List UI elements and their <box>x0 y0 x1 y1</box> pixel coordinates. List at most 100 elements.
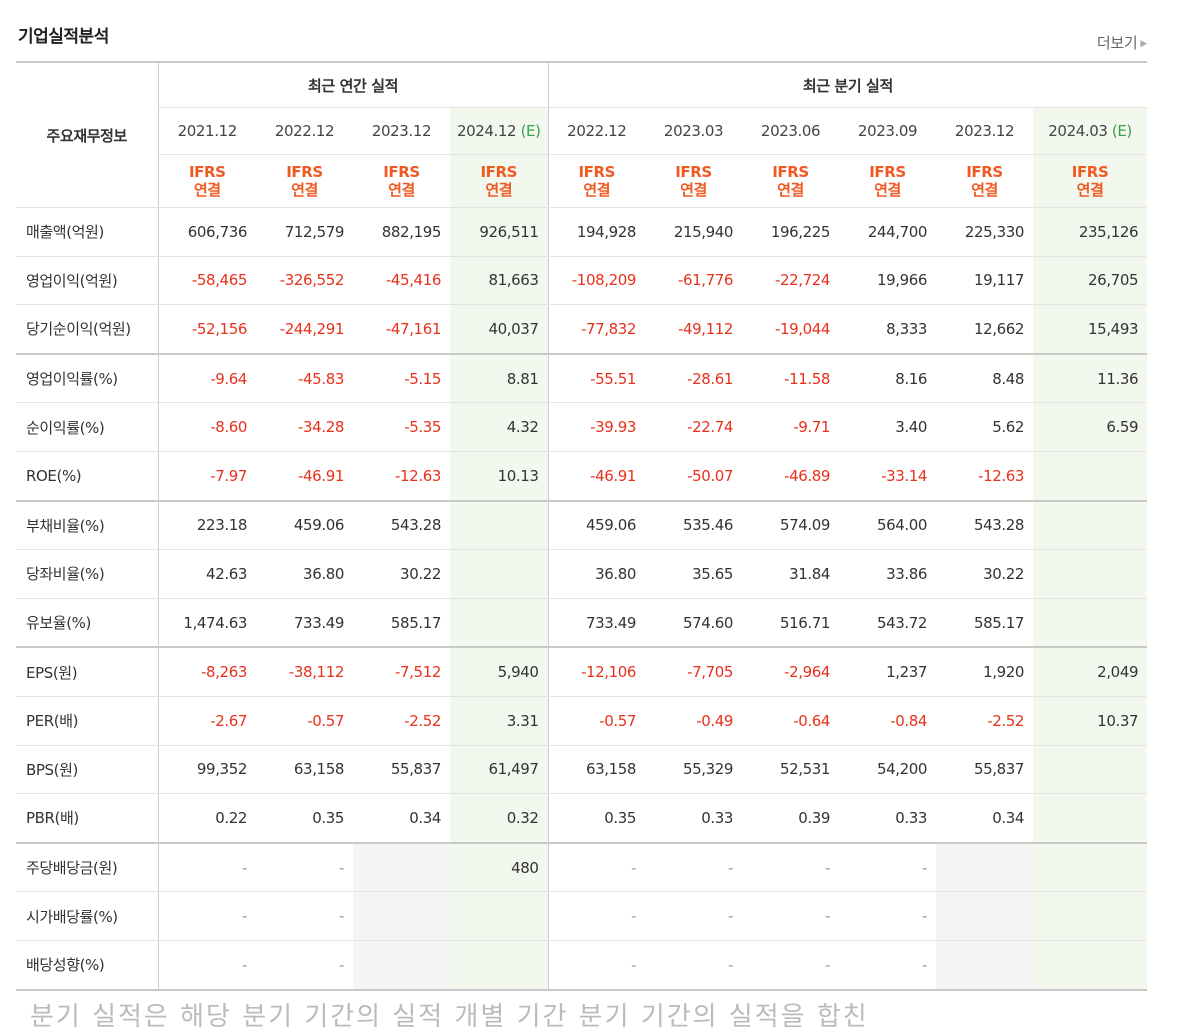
table-cell: 33.86 <box>839 549 937 599</box>
quarter-period-header: 2022.12 <box>547 107 646 155</box>
table-row: 매출액(억원) 606,736 712,579 882,195 926,511 194,9… <box>16 207 1148 257</box>
table-cell: 516.71 <box>742 598 840 648</box>
row-label: 배당성향(%) <box>16 940 159 991</box>
quarter-period-header: 2023.09 <box>839 107 937 155</box>
table-cell: - <box>158 891 256 941</box>
table-cell: -61,776 <box>645 256 743 306</box>
ifrs-label: IFRS 연결 <box>256 154 353 208</box>
table-row: 당기순이익(억원) -52,156 -244,291 -47,161 40,037 -77… <box>16 304 1148 355</box>
table-cell: 8.81 <box>450 352 549 404</box>
quarter-period-header: 2024.03 (E) <box>1033 107 1148 155</box>
table-row: PER(배) -2.67 -0.57 -2.52 3.31 -0.57 -0.49 -0.64… <box>16 696 1148 746</box>
table-cell: - <box>839 940 937 991</box>
period-label: 2023.12 <box>371 122 432 140</box>
table-cell: - <box>547 940 646 991</box>
table-cell: -22,724 <box>742 256 840 306</box>
quarter-period-header: 2023.12 <box>936 107 1034 155</box>
row-label: EPS(원) <box>16 646 159 697</box>
ifrs-line1: IFRS <box>188 163 226 181</box>
period-label: 2023.09 <box>857 122 918 140</box>
table-cell: 543.72 <box>839 598 937 648</box>
table-row: 유보율(%) 1,474.63 733.49 585.17 733.49 574.60 51… <box>16 598 1148 648</box>
ifrs-line1: IFRS <box>675 163 712 181</box>
table-cell: -77,832 <box>547 304 646 355</box>
table-cell: 564.00 <box>839 499 937 551</box>
table-cell: 63,158 <box>256 745 353 795</box>
table-cell <box>1033 891 1148 941</box>
ifrs-line2: 연결 <box>1076 181 1104 199</box>
table-cell: 0.22 <box>158 793 256 844</box>
row-label: 매출액(억원) <box>16 207 159 257</box>
table-cell: -22.74 <box>645 402 743 452</box>
table-cell: -8,263 <box>158 646 256 697</box>
table-cell: -5.35 <box>353 402 450 452</box>
table-cell: 31.84 <box>742 549 840 599</box>
table-cell: -19,044 <box>742 304 840 355</box>
table-cell: 215,940 <box>645 207 743 257</box>
table-cell: - <box>742 940 840 991</box>
table-row: ROE(%) -7.97 -46.91 -12.63 10.13 -46.91 -50.07… <box>16 451 1148 502</box>
ifrs-line1: IFRS <box>772 163 809 181</box>
table-cell: 30.22 <box>353 549 450 599</box>
table-cell: -58,465 <box>158 256 256 306</box>
table-cell: -11.58 <box>742 352 840 404</box>
table-cell: - <box>645 891 743 941</box>
ifrs-line2: 연결 <box>193 181 221 199</box>
table-cell: -7,512 <box>353 646 450 697</box>
section-title: 기업실적분석 <box>18 27 109 47</box>
table-cell: 1,920 <box>936 646 1034 697</box>
table-cell: -326,552 <box>256 256 353 306</box>
table-cell: 225,330 <box>936 207 1034 257</box>
chevron-right-icon: ▶ <box>1140 39 1147 49</box>
table-cell: -12,106 <box>547 646 646 697</box>
table-cell: -52,156 <box>158 304 256 355</box>
ifrs-line2: 연결 <box>291 181 318 199</box>
table-cell: 574.09 <box>742 499 840 551</box>
table-cell: -0.57 <box>256 696 353 746</box>
ifrs-line2: 연결 <box>777 181 804 199</box>
row-header-cell: 주요재무정보 <box>16 62 159 208</box>
ifrs-line1: IFRS <box>480 163 518 181</box>
table-cell: 480 <box>450 841 549 893</box>
table-cell <box>1033 793 1148 844</box>
period-label: 2023.12 <box>954 122 1015 140</box>
table-cell <box>1033 841 1148 893</box>
table-cell <box>936 940 1034 991</box>
ifrs-line2: 연결 <box>485 181 513 199</box>
table-cell: 196,225 <box>742 207 840 257</box>
table-cell: 5.62 <box>936 402 1034 452</box>
ifrs-line1: IFRS <box>966 163 1003 181</box>
table-cell: - <box>742 891 840 941</box>
table-cell: 5,940 <box>450 646 549 697</box>
row-label: 당좌비율(%) <box>16 549 159 599</box>
table-cell: 733.49 <box>547 598 646 648</box>
table-cell: 0.35 <box>256 793 353 844</box>
table-cell: -2.52 <box>353 696 450 746</box>
table-cell: 19,117 <box>936 256 1034 306</box>
table-cell <box>1033 499 1148 551</box>
table-cell: -45.83 <box>256 352 353 404</box>
table-cell: 3.40 <box>839 402 937 452</box>
ifrs-label: IFRS 연결 <box>353 154 450 208</box>
more-link[interactable]: 더보기 ▶ <box>1097 32 1147 53</box>
table-cell: 54,200 <box>839 745 937 795</box>
table-cell: 235,126 <box>1033 207 1148 257</box>
table-cell: 63,158 <box>547 745 646 795</box>
table-cell: -0.57 <box>547 696 646 746</box>
ifrs-line1: IFRS <box>869 163 906 181</box>
table-cell: -0.49 <box>645 696 743 746</box>
table-cell: -2,964 <box>742 646 840 697</box>
table-cell: - <box>645 940 743 991</box>
table-row: 시가배당률(%) - - - - - - <box>16 891 1148 941</box>
table-cell: 0.33 <box>839 793 937 844</box>
table-cell <box>450 940 549 991</box>
table-cell: 8.48 <box>936 352 1034 404</box>
period-label: 2024.12 <box>456 122 517 140</box>
table-cell: -7.97 <box>158 451 256 502</box>
table-cell: 8,333 <box>839 304 937 355</box>
table-cell: -0.84 <box>839 696 937 746</box>
ifrs-label: IFRS 연결 <box>742 154 840 208</box>
table-cell: 0.32 <box>450 793 549 844</box>
table-cell: 2,049 <box>1033 646 1148 697</box>
table-cell: -12.63 <box>353 451 450 502</box>
